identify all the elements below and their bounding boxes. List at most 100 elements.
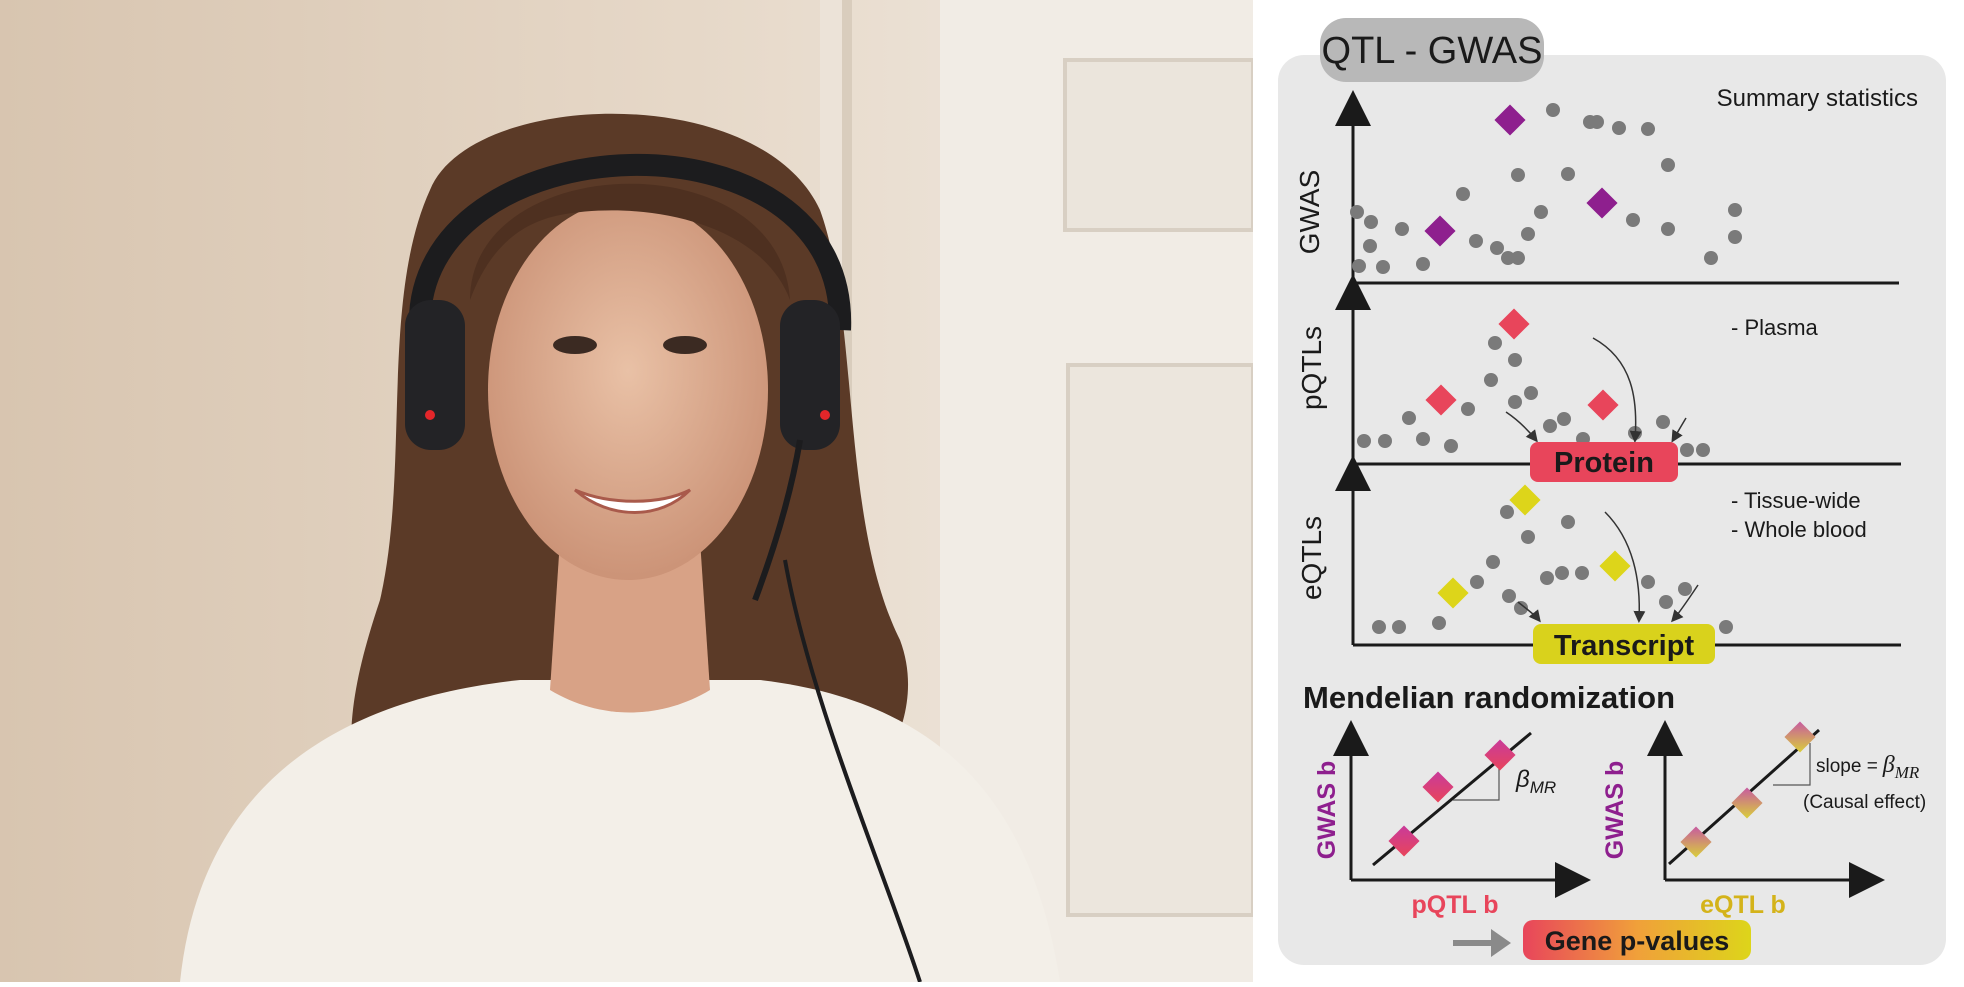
gwas-dot bbox=[1350, 205, 1364, 219]
protein-label: Protein bbox=[1554, 447, 1654, 479]
pqtl-dot bbox=[1416, 432, 1430, 446]
gwas-dot bbox=[1612, 121, 1626, 135]
mr-right-y-label: GWAS b bbox=[1601, 761, 1629, 860]
protein-box bbox=[1530, 442, 1678, 482]
gwas-note: Summary statistics bbox=[1717, 85, 1918, 112]
gene-pvalues-label: Gene p-values bbox=[1545, 926, 1730, 956]
transcript-label: Transcript bbox=[1554, 630, 1695, 662]
result-arrow-icon bbox=[1453, 929, 1511, 957]
pqtl-arrow-3 bbox=[1671, 417, 1687, 443]
eqtl-dot bbox=[1555, 566, 1569, 580]
eqtl-panel: eQTLs - Tissue-wide - Whole blood Transc… bbox=[1296, 455, 1901, 664]
pqtl-dot bbox=[1402, 411, 1416, 425]
eqtl-note-tissue: - Tissue-wide bbox=[1731, 488, 1861, 513]
pqtl-dot bbox=[1557, 412, 1571, 426]
gwas-dot bbox=[1363, 239, 1377, 253]
qtl-gwas-figure: QTL - GWAS GWAS Summary statistics pQTLs… bbox=[1253, 0, 1964, 982]
gwas-dot bbox=[1728, 203, 1742, 217]
figure-title: QTL - GWAS bbox=[1322, 30, 1543, 72]
gwas-dot bbox=[1704, 251, 1718, 265]
eqtl-dot bbox=[1432, 616, 1446, 630]
qtl-gwas-diagram: QTL - GWAS GWAS Summary statistics pQTLs… bbox=[1278, 18, 1946, 965]
gwas-dot bbox=[1661, 158, 1675, 172]
pqtl-arrow-2 bbox=[1592, 337, 1642, 443]
eqtl-dot bbox=[1486, 555, 1500, 569]
pqtl-panel: pQTLs - Plasma Protein bbox=[1296, 274, 1901, 482]
eqtl-note-blood: - Whole blood bbox=[1731, 517, 1867, 542]
pqtl-dot bbox=[1696, 443, 1710, 457]
eqtl-highlight-diamond bbox=[1509, 484, 1541, 516]
transcript-box bbox=[1533, 624, 1715, 664]
mr-left-y-label: GWAS b bbox=[1313, 761, 1341, 860]
mr-left-x-label: pQTL b bbox=[1411, 891, 1498, 919]
eqtl-dot bbox=[1392, 620, 1406, 634]
gwas-dot bbox=[1521, 227, 1535, 241]
pqtl-dot bbox=[1508, 395, 1522, 409]
gwas-dot bbox=[1561, 167, 1575, 181]
gwas-dot bbox=[1490, 241, 1504, 255]
pqtl-note-plasma: - Plasma bbox=[1731, 315, 1819, 340]
pqtl-dot bbox=[1378, 434, 1392, 448]
pqtl-dot bbox=[1656, 415, 1670, 429]
gwas-dot bbox=[1395, 222, 1409, 236]
gwas-dot bbox=[1469, 234, 1483, 248]
pqtl-dot bbox=[1357, 434, 1371, 448]
gwas-y-label: GWAS bbox=[1294, 170, 1325, 255]
eqtl-dot bbox=[1372, 620, 1386, 634]
pqtl-dot bbox=[1524, 386, 1538, 400]
eqtl-dot bbox=[1514, 601, 1528, 615]
eqtl-dot bbox=[1470, 575, 1484, 589]
pqtl-dot bbox=[1488, 336, 1502, 350]
pqtl-dot bbox=[1461, 402, 1475, 416]
pqtl-dot bbox=[1508, 353, 1522, 367]
mr-right-x-label: eQTL b bbox=[1700, 891, 1786, 919]
gwas-dot bbox=[1546, 103, 1560, 117]
eqtl-arrow-1 bbox=[1517, 601, 1541, 623]
mr-right-slope-text: slope = βMR bbox=[1816, 752, 1920, 782]
pqtl-dot bbox=[1543, 419, 1557, 433]
eqtl-dot bbox=[1561, 515, 1575, 529]
mr-left-slope-triangle bbox=[1453, 758, 1500, 801]
eqtl-dot bbox=[1502, 589, 1516, 603]
title-tab: QTL - GWAS bbox=[1320, 18, 1544, 82]
gwas-dot bbox=[1364, 215, 1378, 229]
gwas-dot bbox=[1534, 205, 1548, 219]
eqtl-dot bbox=[1521, 530, 1535, 544]
eqtl-dot bbox=[1719, 620, 1733, 634]
gwas-dot bbox=[1456, 187, 1470, 201]
eqtl-dot bbox=[1575, 566, 1589, 580]
eqtl-dot bbox=[1500, 505, 1514, 519]
pqtl-dot bbox=[1444, 439, 1458, 453]
mr-heading: Mendelian randomization bbox=[1303, 680, 1675, 715]
eqtl-dot bbox=[1540, 571, 1554, 585]
pqtl-arrow-1 bbox=[1505, 411, 1538, 443]
eqtl-arrow-3 bbox=[1671, 584, 1699, 623]
eqtl-arrow-2 bbox=[1604, 511, 1646, 623]
gwas-dot bbox=[1511, 251, 1525, 265]
mr-left-beta: βMR bbox=[1515, 766, 1556, 797]
eqtl-dot bbox=[1678, 582, 1692, 596]
gene-pvalues-box bbox=[1523, 920, 1751, 960]
mr-right-slope-triangle bbox=[1773, 743, 1811, 786]
speaker-webcam-photo bbox=[0, 0, 1255, 983]
mr-right-caption: (Causal effect) bbox=[1803, 792, 1926, 813]
gwas-dot bbox=[1352, 259, 1366, 273]
gwas-dot bbox=[1501, 251, 1515, 265]
gwas-dot bbox=[1626, 213, 1640, 227]
gwas-dot bbox=[1416, 257, 1430, 271]
eqtl-dot bbox=[1659, 595, 1673, 609]
gwas-dot bbox=[1511, 168, 1525, 182]
eqtl-dot bbox=[1641, 575, 1655, 589]
result-row: Gene p-values bbox=[1453, 920, 1751, 960]
gwas-dot bbox=[1728, 230, 1742, 244]
gwas-dot bbox=[1376, 260, 1390, 274]
pqtl-highlight-diamond bbox=[1587, 389, 1619, 421]
gwas-dot bbox=[1661, 222, 1675, 236]
pqtl-dot bbox=[1680, 443, 1694, 457]
gwas-panel: GWAS Summary statistics bbox=[1294, 85, 1918, 285]
gwas-dot bbox=[1641, 122, 1655, 136]
pqtl-y-label: pQTLs bbox=[1296, 326, 1327, 410]
gwas-dot bbox=[1590, 115, 1604, 129]
eqtl-y-label: eQTLs bbox=[1296, 516, 1327, 600]
pqtl-dot bbox=[1484, 373, 1498, 387]
